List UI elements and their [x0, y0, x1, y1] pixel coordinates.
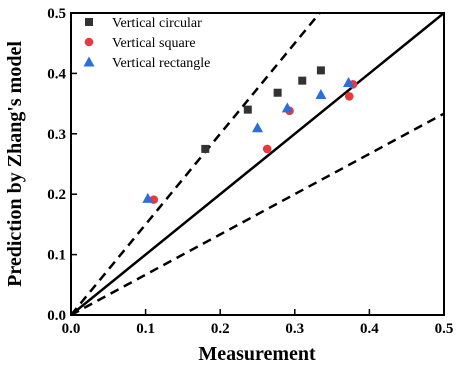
legend-marker-0	[85, 18, 93, 26]
axis-ticks: 0.0 0.1 0.2 0.3 0.4 0.5 0.0 0.1 0.2 0.3 0.4 0.5	[47, 6, 453, 337]
reference-lines	[71, 13, 444, 315]
legend: Vertical circular Vertical square Vertical…	[83, 16, 210, 71]
dashed-reference-line-2	[71, 112, 444, 315]
legend-label-0: Vertical circular	[112, 16, 202, 31]
y-tick-label-4: 0.4	[47, 66, 66, 82]
y-axis-title: Prediction by Zhang's model	[4, 41, 26, 287]
point-circle-s1-1	[262, 144, 272, 154]
y-tick-label-2: 0.2	[47, 187, 66, 203]
x-tick-label-4: 0.4	[360, 321, 379, 337]
plot-frame	[70, 12, 445, 316]
point-triangle-s2-0	[142, 192, 154, 203]
point-square-s0-0	[201, 144, 210, 153]
point-square-s0-4	[316, 66, 325, 75]
y-tick-label-1: 0.1	[47, 248, 66, 264]
dashed-reference-line-1	[71, 13, 322, 315]
point-square-s0-1	[243, 105, 252, 114]
point-circle-s1-3	[344, 92, 354, 101]
legend-label-2: Vertical rectangle	[112, 56, 210, 71]
identity-line-0	[71, 13, 444, 315]
point-triangle-s2-1	[252, 122, 263, 133]
legend-label-1: Vertical square	[112, 36, 196, 51]
x-tick-label-0: 0.0	[62, 321, 81, 337]
point-square-s0-3	[298, 76, 307, 85]
x-tick-label-1: 0.1	[136, 321, 155, 337]
point-triangle-s2-4	[343, 76, 355, 87]
x-axis-title: Measurement	[198, 343, 316, 365]
data-points	[142, 66, 358, 204]
y-tick-label-3: 0.3	[47, 127, 66, 143]
legend-marker-2	[83, 56, 95, 67]
point-square-s0-2	[273, 88, 282, 97]
legend-marker-1	[84, 37, 94, 47]
x-tick-label-2: 0.2	[211, 321, 230, 337]
y-tick-label-5: 0.5	[47, 6, 66, 22]
x-tick-label-3: 0.3	[285, 321, 304, 337]
y-tick-label-0: 0.0	[47, 308, 66, 324]
point-triangle-s2-3	[315, 89, 327, 100]
point-triangle-s2-2	[281, 102, 293, 113]
x-tick-label-5: 0.5	[435, 321, 454, 337]
